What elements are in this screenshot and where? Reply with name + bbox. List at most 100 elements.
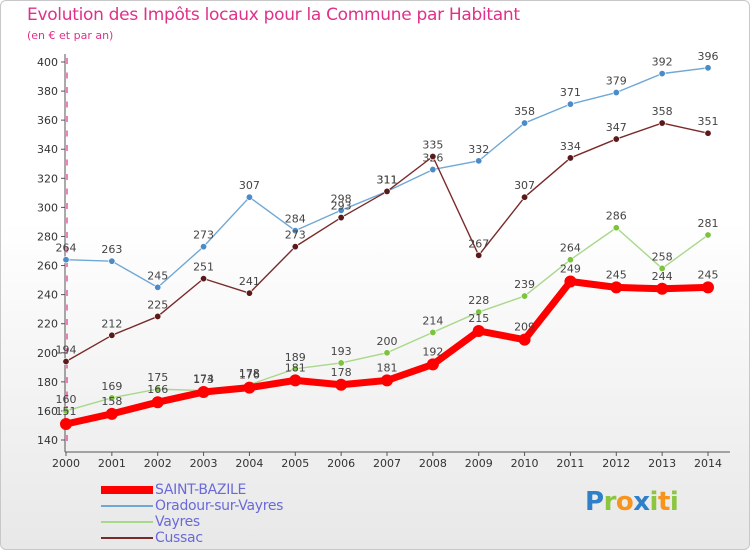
data-label: 249: [560, 263, 581, 276]
data-label: 178: [239, 367, 260, 380]
data-point: [521, 292, 529, 300]
x-tick-label: 2000: [52, 457, 80, 470]
data-label: 245: [606, 268, 627, 281]
data-point: [245, 193, 253, 201]
data-label: 200: [377, 335, 398, 348]
data-point: [62, 256, 70, 264]
data-point: [154, 283, 162, 291]
y-tick-label: 140: [37, 434, 58, 447]
y-tick-label: 340: [37, 143, 58, 156]
x-tick-label: 2005: [281, 457, 309, 470]
data-label: 225: [147, 298, 168, 311]
x-tick-label: 2008: [419, 457, 447, 470]
data-point: [429, 153, 437, 161]
data-point: [200, 275, 208, 283]
data-label: 258: [652, 250, 673, 263]
y-tick-label: 220: [37, 318, 58, 331]
data-label: 181: [377, 361, 398, 374]
data-label: 311: [377, 173, 398, 186]
data-point: [521, 193, 529, 201]
data-label: 174: [193, 373, 214, 386]
data-point: [475, 157, 483, 165]
legend-label: Oradour-sur-Vayres: [155, 498, 284, 514]
data-point: [291, 243, 299, 251]
y-tick-label: 160: [37, 405, 58, 418]
legend-swatch: [101, 505, 153, 507]
data-label: 151: [56, 405, 77, 418]
data-point: [426, 358, 439, 371]
data-label: 351: [698, 115, 719, 128]
data-label: 245: [147, 269, 168, 282]
data-label: 193: [331, 345, 352, 358]
data-point: [566, 256, 574, 264]
data-label: 244: [652, 270, 673, 283]
series-line: [65, 122, 709, 363]
data-point: [475, 251, 483, 259]
x-tick-label: 2007: [373, 457, 401, 470]
data-label: 189: [285, 351, 306, 364]
data-point: [197, 386, 210, 399]
data-point: [62, 407, 70, 415]
legend-label: Cussac: [155, 530, 203, 546]
data-label: 311: [377, 173, 398, 186]
data-label: 209: [514, 321, 535, 334]
x-tick-label: 2006: [327, 457, 355, 470]
logo-letter: r: [603, 487, 617, 517]
data-label: 273: [285, 229, 306, 242]
data-point: [704, 129, 712, 137]
y-tick-label: 360: [37, 114, 58, 127]
y-tick-label: 240: [37, 289, 58, 302]
data-label: 194: [56, 343, 77, 356]
data-label: 214: [422, 314, 443, 327]
data-point: [612, 224, 620, 232]
data-label: 281: [698, 217, 719, 230]
data-label: 241: [239, 275, 260, 288]
x-tick-label: 2011: [556, 457, 584, 470]
data-point: [289, 374, 302, 387]
series-cussac: 194 212 225 251 241 273 293 311 335 267 307 334 347 3…: [56, 105, 719, 365]
data-label: 307: [239, 179, 260, 192]
x-tick-label: 2004: [235, 457, 263, 470]
data-label: 298: [331, 192, 352, 205]
data-label: 169: [101, 380, 122, 393]
y-tick-label: 280: [37, 230, 58, 243]
data-label: 332: [468, 143, 489, 156]
data-label: 228: [468, 294, 489, 307]
data-point: [154, 385, 162, 393]
data-point: [291, 227, 299, 235]
y-tick-label: 300: [37, 201, 58, 214]
data-point: [521, 119, 529, 127]
data-label: 335: [422, 139, 443, 152]
data-label: 273: [193, 229, 214, 242]
data-point: [60, 418, 72, 431]
data-label: 264: [56, 242, 77, 255]
data-point: [200, 243, 208, 251]
x-tick-label: 2010: [511, 457, 539, 470]
data-label: 212: [101, 317, 122, 330]
legend-swatch: [101, 486, 153, 494]
y-tick-label: 260: [37, 260, 58, 273]
legend-label: Vayres: [155, 514, 200, 530]
data-label: 358: [514, 105, 535, 118]
data-point: [108, 257, 116, 265]
data-label: 293: [331, 200, 352, 213]
x-tick-label: 2009: [465, 457, 493, 470]
data-point: [658, 264, 666, 272]
data-label: 347: [606, 121, 627, 134]
data-point: [566, 154, 574, 162]
x-tick-label: 2001: [98, 457, 126, 470]
data-label: 160: [56, 393, 77, 406]
data-label: 264: [560, 242, 581, 255]
data-label: 181: [285, 361, 306, 374]
data-label: 307: [514, 179, 535, 192]
data-point: [429, 328, 437, 336]
data-label: 192: [422, 345, 443, 358]
y-tick-label: 320: [37, 172, 58, 185]
series-oradour-sur-vayres: 2642632452733072842983113263323583713793…: [56, 50, 719, 291]
data-label: 286: [606, 210, 627, 223]
data-point: [291, 365, 299, 373]
data-label: 251: [193, 261, 214, 274]
y-tick-label: 380: [37, 85, 58, 98]
data-label: 379: [606, 75, 627, 88]
